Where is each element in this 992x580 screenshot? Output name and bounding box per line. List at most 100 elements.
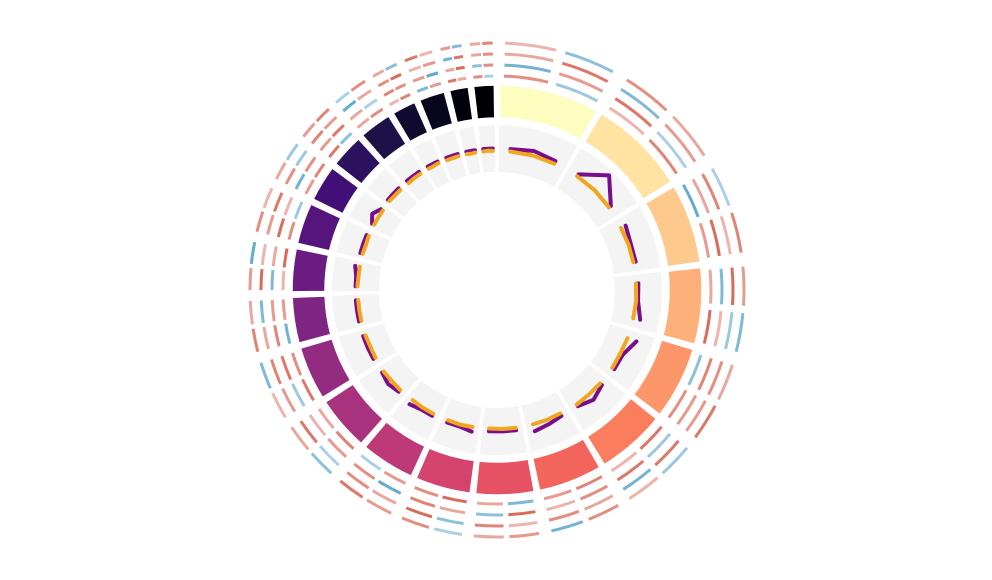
heatmap-cell: [346, 471, 370, 490]
heatmap-cell: [287, 221, 296, 240]
scatter-line: [353, 298, 362, 324]
segment: [531, 437, 601, 492]
heatmap-cell: [291, 352, 303, 376]
heatmap-cell: [255, 211, 265, 233]
heatmap-cell: [622, 468, 652, 491]
heatmap-cell: [271, 246, 278, 267]
heatmap-cell: [419, 50, 433, 57]
heatmap-cell: [616, 459, 645, 482]
segment: [498, 84, 598, 141]
heatmap-cell: [546, 499, 576, 511]
heatmap-cell: [273, 325, 281, 347]
heatmap-cell: [626, 78, 668, 112]
heatmap-cell: [422, 60, 436, 68]
heatmap-cell: [310, 129, 324, 145]
heatmap-cell: [350, 79, 366, 92]
heatmap-cell: [357, 89, 372, 101]
heatmap-cell: [370, 107, 384, 119]
scatter-line: [481, 148, 495, 154]
scatter-line: [426, 161, 441, 171]
heatmap-cell: [284, 167, 296, 185]
heatmap-cell: [414, 486, 439, 498]
heatmap-cell: [656, 131, 688, 169]
scatter-line: [372, 208, 385, 227]
heatmap-cell: [698, 222, 711, 258]
heatmap-cell: [719, 215, 732, 255]
heatmap-cell: [339, 479, 364, 499]
heatmap-cell: [301, 378, 315, 402]
heatmap-cell: [548, 509, 580, 522]
heatmap-cell: [383, 470, 407, 485]
heatmap-cell: [266, 214, 275, 235]
heatmap-cell: [248, 267, 253, 291]
scatter-line: [444, 152, 460, 160]
heatmap-cell: [281, 270, 286, 291]
scatter-line: [623, 223, 638, 264]
heatmap-cell: [551, 520, 584, 533]
heatmap-cell: [682, 184, 700, 218]
heatmap-cell: [295, 150, 308, 167]
heatmap-cell: [283, 196, 294, 216]
heatmap-cell: [251, 328, 260, 353]
scatter-line: [612, 339, 639, 372]
heatmap-cell: [299, 420, 318, 444]
heatmap-cell: [439, 506, 466, 515]
heatmap-cell: [405, 506, 433, 519]
scatter-line: [575, 383, 604, 409]
heatmap-cell: [302, 122, 316, 138]
heatmap-cell: [293, 201, 304, 220]
heatmap-cell: [262, 326, 270, 350]
heatmap-cell: [476, 501, 503, 506]
scatter-line: [360, 233, 371, 256]
heatmap-cell: [707, 361, 724, 396]
scatter-line: [404, 169, 422, 183]
scatter-line: [387, 188, 403, 203]
heatmap-cell: [335, 430, 355, 450]
heatmap-cell: [508, 510, 536, 517]
heatmap-cell: [269, 358, 282, 385]
heatmap-cell: [561, 61, 609, 83]
heatmap-cell: [708, 269, 713, 304]
heatmap-cell: [319, 137, 332, 152]
heatmap-cell: [318, 445, 340, 467]
scatter-line: [631, 281, 639, 321]
segment: [661, 266, 703, 346]
segment: [296, 203, 342, 252]
heatmap-cell: [436, 516, 464, 526]
heatmap-cell: [610, 451, 638, 473]
heatmap-cell: [327, 437, 348, 459]
heatmap-cell: [304, 179, 315, 195]
heatmap-cell: [453, 54, 464, 60]
heatmap-cell: [687, 354, 703, 386]
segment: [583, 112, 673, 201]
segment: [291, 295, 332, 344]
scatter-line: [380, 370, 401, 394]
heatmap-cell: [356, 117, 370, 129]
segment: [474, 458, 536, 496]
heatmap-cell: [694, 405, 717, 439]
heatmap-cell: [280, 355, 292, 381]
scatter-line: [532, 413, 564, 434]
heatmap-cell: [701, 173, 721, 210]
heatmap-cell: [308, 414, 327, 437]
heatmap-cell: [702, 309, 712, 344]
heatmap-cell: [442, 495, 467, 504]
scatter-line: [385, 186, 401, 202]
segment: [361, 114, 408, 162]
heatmap-cell: [404, 54, 418, 63]
segment: [644, 185, 701, 268]
heatmap-cell: [383, 88, 395, 97]
heatmap-cell: [474, 523, 504, 528]
segment: [312, 166, 360, 215]
scatter-line: [356, 298, 364, 323]
heatmap-cell: [281, 387, 297, 413]
heatmap-cell: [270, 299, 276, 322]
scatter-line: [353, 263, 359, 289]
heatmap-cell: [409, 496, 436, 508]
heatmap-cell: [661, 446, 689, 475]
scatter-line: [636, 281, 643, 322]
heatmap-cell: [508, 521, 538, 528]
heatmap-cell: [608, 106, 645, 136]
heatmap-cell: [646, 432, 672, 459]
